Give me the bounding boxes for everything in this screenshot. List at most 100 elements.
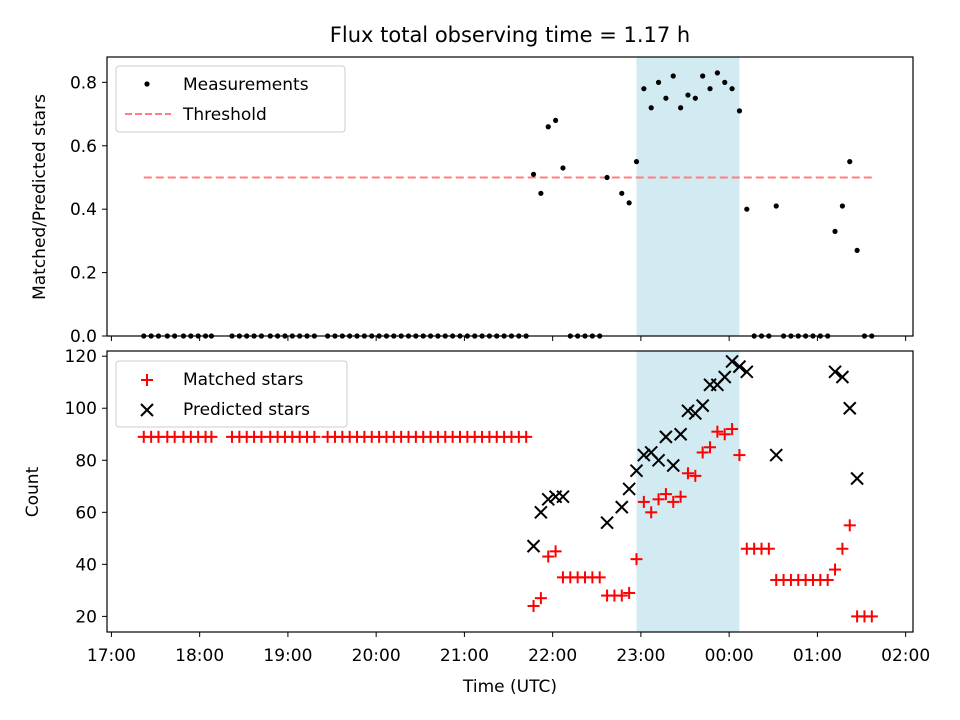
predicted-star-stroke [673,427,688,441]
predicted-star-stroke [615,500,629,514]
predicted-star-point [541,492,555,507]
measurement-point [707,86,713,92]
predicted-star-point [659,430,673,444]
matched-star-point [674,490,687,503]
matched-star-point [718,428,731,441]
bottom-y-tick-label: 80 [75,451,97,471]
matched-star-point [637,495,650,508]
predicted-star-stroke [850,471,864,486]
bottom-y-tick-label: 40 [75,555,97,575]
matched-star-point [205,430,218,443]
predicted-star-point [695,398,710,413]
measurement-point [552,117,559,124]
predicted-star-point [843,401,857,415]
predicted-star-stroke [740,365,754,379]
matched-star-point [542,550,555,563]
predicted-star-stroke [666,458,680,473]
matched-star-point [696,446,709,459]
bottom-x-tick-label: 00:00 [705,646,754,666]
legend-predicted-marker [140,403,154,417]
matched-star-point [843,519,856,532]
predicted-star-point [556,489,570,504]
predicted-star-stroke [718,370,732,384]
predicted-star-stroke [659,430,673,444]
predicted-star-stroke [725,354,739,369]
bottom-x-tick-label: 19:00 [263,646,312,666]
legend-matched-label: Matched stars [183,370,303,390]
matched-star-point [630,553,643,566]
predicted-star-point [629,463,644,478]
measurement-point [538,190,544,196]
matched-star-point [520,430,533,443]
predicted-star-stroke [622,482,636,496]
predicted-star-stroke [526,539,541,553]
predicted-star-stroke [828,365,842,379]
matched-star-point [711,425,724,438]
top-plot-frame [106,56,914,337]
bottom-x-tick-label: 17:00 [87,646,136,666]
top-y-tick-label: 0.0 [70,327,97,347]
measurement-point [648,105,654,111]
figure-title: Flux total observing time = 1.17 h [330,23,690,47]
measurement-point [663,95,669,101]
bottom-legend-box [115,360,348,428]
top-y-tick-label: 0.2 [70,264,97,284]
bottom-panel: 17:00 18:00 19:00 20:00 21:00 22:00 23:00 00:00… [23,347,930,697]
bottom-x-tick-label: 02:00 [881,646,930,666]
legend-measurements-marker [144,81,150,87]
predicted-star-stroke [541,492,555,507]
predicted-star-point [526,539,541,553]
measurement-point [530,171,537,177]
measurement-point [619,190,625,196]
top-legend: Measurements Threshold [115,65,346,133]
predicted-star-point [740,365,754,379]
bottom-x-tick-label: 20:00 [352,646,401,666]
bottom-x-tick-label: 21:00 [440,646,489,666]
predicted-star-point [769,448,783,462]
matched-star-point [733,449,746,462]
predicted-star-point [725,354,739,369]
predicted-star-stroke [637,448,651,462]
predicted-star-point [600,516,614,530]
predicted-star-point [732,359,747,374]
matched-star-point [652,493,665,506]
predicted-star-stroke [843,401,857,415]
measurement-point [670,73,676,79]
top-y-axis-label: Matched/Predicted stars [30,94,50,300]
matched-star-point [821,573,834,586]
measurement-point [678,105,684,111]
matched-star-point [689,469,702,482]
predicted-star-stroke [681,404,695,418]
predicted-star-point [666,458,680,473]
matched-star-point [865,610,878,623]
measurement-point [736,108,743,114]
bottom-axis-ticks: 17:00 18:00 19:00 20:00 21:00 22:00 23:00 00:00… [65,347,931,666]
predicted-star-point [673,427,688,441]
measurement-point [545,124,551,130]
measurement-point [773,203,779,209]
measurement-point [604,174,610,181]
matched-star-point [549,545,562,558]
bottom-highlight-span [636,351,740,632]
matched-star-point [623,586,636,599]
predicted-star-point [651,453,666,467]
predicted-star-point [637,448,651,462]
matched-star-point [836,542,849,555]
matched-star-point [667,495,680,508]
top-y-tick-label: 0.4 [70,200,97,220]
matched-star-point [704,441,717,454]
predicted-star-point [681,404,695,418]
measurement-point [729,86,735,92]
predicted-star-point [718,370,732,384]
matched-star-point [527,599,540,612]
legend-matched-marker [141,374,153,386]
predicted-star-stroke [769,448,783,462]
matched-star-point [762,542,775,555]
measurement-point [655,79,662,85]
matched-star-point [534,592,547,605]
bottom-x-tick-label: 22:00 [528,646,577,666]
measurement-point [854,247,860,253]
predicted-star-stroke [732,359,747,374]
bottom-x-axis-label: Time (UTC) [462,677,557,697]
